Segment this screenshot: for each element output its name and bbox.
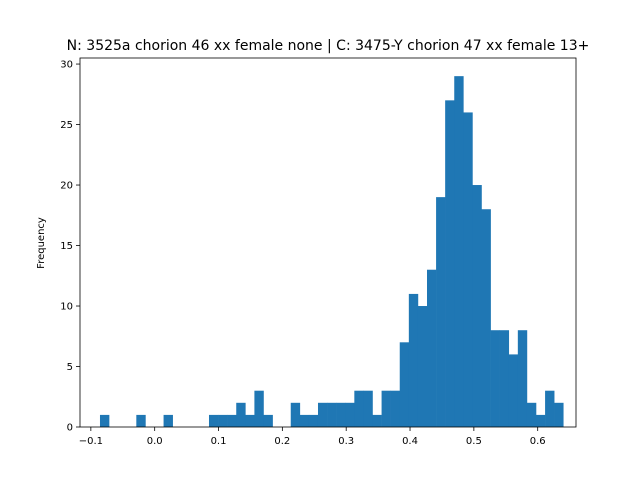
chart-title: N: 3525a chorion 46 xx female none | C: … xyxy=(67,38,590,54)
histogram-bar xyxy=(245,414,255,427)
y-tick-label: 15 xyxy=(60,241,73,252)
histogram-bar xyxy=(372,414,382,427)
x-tick-label: 0.0 xyxy=(147,436,163,447)
x-axis: −0.1 0.0 0.1 0.2 0.3 0.4 0.5 0.6 xyxy=(79,427,546,447)
histogram-bar xyxy=(417,306,428,427)
y-tick-label: 30 xyxy=(60,60,73,71)
histogram-bar xyxy=(336,402,346,427)
y-axis: 0 5 10 15 20 25 30 xyxy=(60,60,80,434)
histogram-bar xyxy=(263,414,273,427)
histogram-bar xyxy=(472,185,482,427)
histogram-bar xyxy=(408,293,419,427)
histogram-bar xyxy=(399,342,410,427)
histogram-bar xyxy=(481,209,491,427)
histogram-bar xyxy=(290,402,301,427)
plot-frame xyxy=(79,57,577,428)
histogram-bar xyxy=(99,414,110,427)
histogram-bar xyxy=(254,390,264,427)
histogram-bar xyxy=(436,197,446,427)
histogram-bar xyxy=(136,414,146,427)
histogram-bar xyxy=(445,100,455,427)
y-tick-label: 20 xyxy=(60,181,73,192)
histogram-bar xyxy=(163,414,173,427)
histogram-bar xyxy=(227,414,237,427)
histogram-bar xyxy=(363,390,373,427)
histogram-bar xyxy=(381,390,391,427)
y-axis-label: Frequency xyxy=(36,217,47,269)
histogram-bar xyxy=(317,402,328,427)
histogram-bar xyxy=(463,112,473,427)
histogram-bar xyxy=(308,414,319,427)
x-tick-label: 0.1 xyxy=(211,436,227,447)
histogram-bar xyxy=(490,330,500,427)
histogram-bar xyxy=(545,390,555,427)
histogram-bar xyxy=(526,402,537,427)
histogram-bar xyxy=(499,330,510,427)
histogram-bar xyxy=(454,76,464,428)
histogram-bar xyxy=(536,414,546,427)
y-tick-label: 0 xyxy=(67,423,73,434)
y-tick-label: 10 xyxy=(60,302,73,313)
x-tick-label: 0.3 xyxy=(338,436,354,447)
histogram-bar xyxy=(517,330,528,427)
x-tick-label: 0.4 xyxy=(402,436,418,447)
histogram-bar xyxy=(327,402,337,427)
y-tick-label: 5 xyxy=(67,362,73,373)
x-tick-label: −0.1 xyxy=(79,436,103,447)
histogram-bar xyxy=(236,402,246,427)
histogram-bar xyxy=(354,390,364,427)
histogram-bar xyxy=(299,414,310,427)
histogram-bar xyxy=(345,402,355,427)
histogram-bar xyxy=(218,414,228,427)
y-tick-label: 25 xyxy=(60,120,73,131)
histogram-bar xyxy=(390,390,401,427)
x-tick-label: 0.6 xyxy=(530,436,546,447)
histogram-bars xyxy=(99,76,564,428)
histogram-bar xyxy=(508,354,519,427)
histogram-bar xyxy=(427,269,437,427)
x-tick-label: 0.5 xyxy=(466,436,482,447)
histogram-bar xyxy=(554,402,564,427)
x-tick-label: 0.2 xyxy=(274,436,290,447)
histogram-bar xyxy=(208,414,219,427)
